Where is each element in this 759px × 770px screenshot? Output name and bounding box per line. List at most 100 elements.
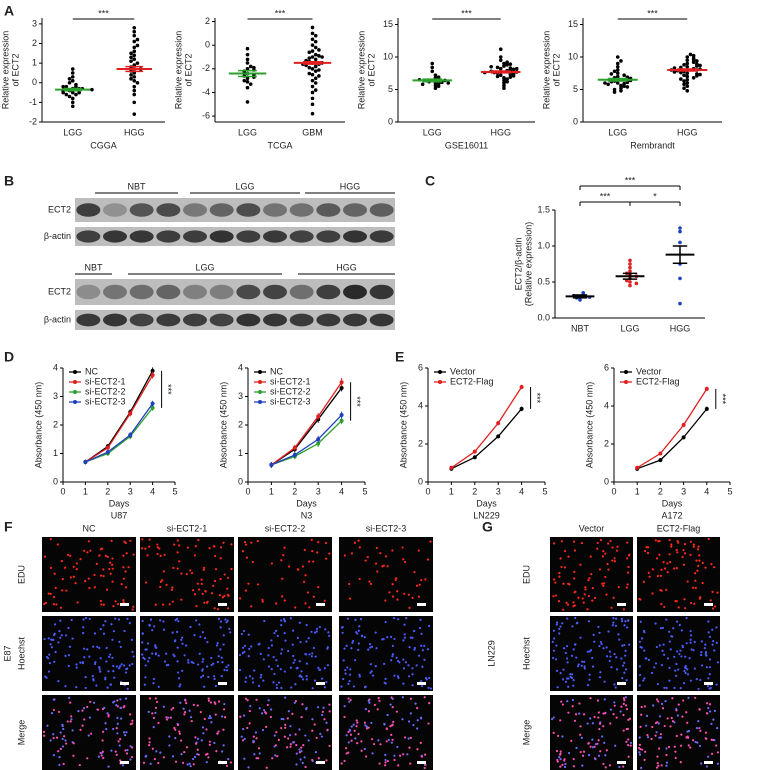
cell-nucleus — [298, 728, 301, 731]
data-point — [615, 55, 620, 59]
cell-nucleus — [385, 727, 389, 731]
cell-nucleus — [408, 606, 411, 609]
data-point — [64, 92, 69, 97]
blot-band — [209, 313, 234, 327]
data-point — [310, 55, 315, 59]
cell-nucleus — [321, 710, 324, 713]
data-point — [129, 51, 133, 56]
cell-nucleus — [87, 577, 90, 580]
cell-nucleus — [122, 577, 125, 580]
cell-nucleus — [49, 739, 52, 742]
data-point — [612, 69, 617, 74]
cell-nucleus — [340, 685, 343, 688]
blot-band — [369, 203, 394, 217]
cell-nucleus — [668, 630, 671, 633]
cell-nucleus — [356, 741, 359, 745]
cell-nucleus — [712, 639, 715, 643]
data-point — [495, 65, 500, 70]
cell-nucleus — [659, 733, 662, 736]
micrograph — [42, 537, 136, 612]
cell-nucleus — [174, 736, 177, 740]
blot-strip — [75, 227, 395, 246]
y-axis-label: Relative expression — [0, 31, 10, 110]
cell-nucleus — [708, 687, 711, 690]
data-point — [578, 298, 582, 302]
cell-nucleus — [116, 732, 119, 735]
cell-nucleus — [409, 712, 412, 715]
cell-nucleus — [555, 749, 559, 753]
cell-nucleus — [569, 673, 572, 676]
data-point — [498, 66, 503, 71]
data-point — [310, 43, 315, 47]
cell-nucleus — [195, 605, 198, 608]
cell-nucleus — [669, 561, 672, 564]
cell-nucleus — [77, 709, 80, 713]
data-point — [619, 83, 623, 88]
cell-nucleus — [213, 741, 216, 745]
cell-nucleus — [620, 705, 623, 708]
cell-nucleus — [255, 757, 258, 760]
cell-nucleus — [599, 640, 602, 644]
data-point — [70, 75, 75, 79]
cell-nucleus — [612, 596, 615, 599]
blot-row-label: ECT2 — [48, 204, 71, 214]
cell-nucleus — [83, 647, 86, 650]
cell-nucleus — [119, 698, 122, 701]
data-point — [132, 78, 137, 83]
data-point — [502, 64, 506, 68]
data-point — [307, 56, 312, 60]
cell-nucleus — [226, 576, 230, 579]
cell-nucleus — [371, 674, 375, 677]
cell-nucleus — [423, 658, 426, 661]
cell-nucleus — [701, 561, 704, 564]
y-tick-label: 2 — [53, 419, 58, 429]
cell-nucleus — [654, 662, 658, 665]
cell-nucleus — [423, 763, 427, 766]
legend-marker — [624, 370, 628, 374]
cell-nucleus — [354, 737, 357, 740]
cell-nucleus — [589, 649, 593, 652]
cell-nucleus — [118, 667, 121, 670]
significance-label: *** — [352, 396, 362, 407]
image-row-label: EDU — [16, 565, 26, 584]
cell-nucleus — [289, 725, 292, 728]
x-tick-label: LGG — [608, 127, 627, 137]
cell-nucleus — [391, 583, 394, 586]
cell-nucleus — [58, 763, 61, 766]
cell-nucleus — [307, 739, 310, 742]
data-point — [135, 43, 140, 48]
cell-nucleus — [270, 708, 273, 711]
x-tick-label: 3 — [316, 486, 321, 496]
cell-nucleus — [343, 647, 346, 650]
cell-nucleus — [681, 715, 684, 718]
cell-nucleus — [358, 673, 361, 676]
cell-nucleus — [173, 640, 177, 643]
cell-nucleus — [43, 555, 47, 558]
cell-nucleus — [683, 552, 687, 555]
cell-nucleus — [203, 717, 206, 721]
cell-nucleus — [695, 559, 698, 562]
cell-nucleus — [66, 720, 69, 723]
cell-nucleus — [189, 569, 192, 572]
cell-nucleus — [201, 726, 205, 729]
cell-nucleus — [222, 541, 225, 544]
legend-marker — [258, 400, 262, 404]
cell-nucleus — [384, 758, 387, 762]
cell-nucleus — [643, 549, 647, 553]
data-point — [70, 104, 75, 109]
cell-nucleus — [307, 637, 310, 640]
cell-nucleus — [273, 631, 276, 635]
cell-nucleus — [256, 583, 260, 586]
cell-nucleus — [190, 719, 193, 723]
cell-nucleus — [389, 725, 392, 728]
cell-nucleus — [244, 543, 248, 546]
data-point — [245, 76, 250, 81]
data-point — [511, 67, 516, 72]
cell-nucleus — [392, 720, 395, 724]
cell-nucleus — [629, 744, 632, 747]
cell-nucleus — [205, 728, 208, 731]
cell-nucleus — [346, 617, 349, 620]
cell-nucleus — [561, 763, 564, 766]
cell-nucleus — [382, 638, 385, 641]
cell-nucleus — [699, 678, 702, 682]
